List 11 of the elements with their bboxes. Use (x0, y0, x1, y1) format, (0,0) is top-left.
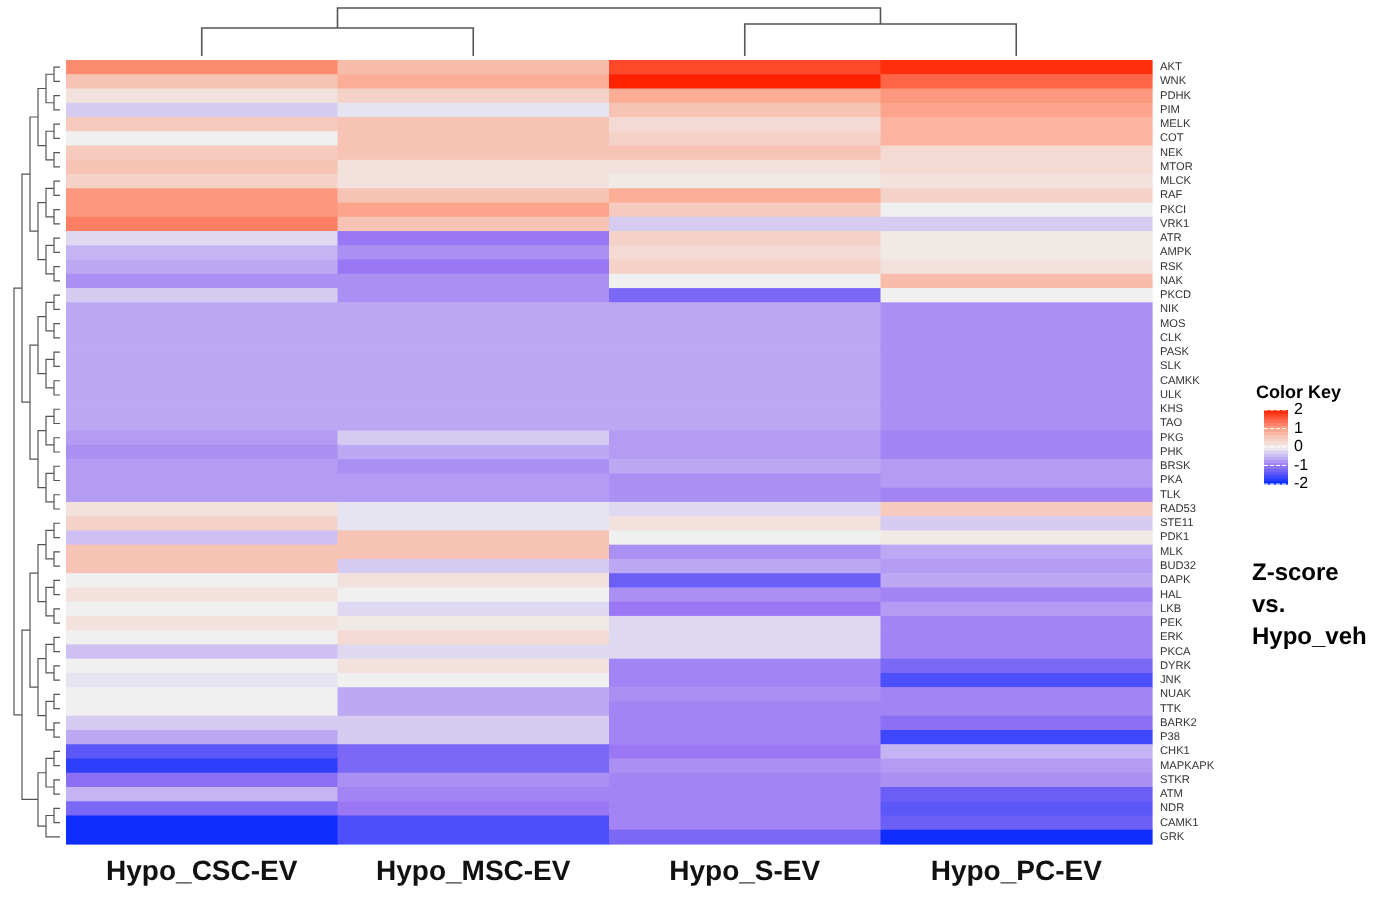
color-bar-label: 2 (1294, 400, 1304, 419)
x-tick-label: Hypo_CSC-EV (106, 854, 299, 886)
x-tick-label: Hypo_S-EV (669, 854, 822, 886)
color-bar-label: -1 (1294, 455, 1310, 474)
text: Z-score vs. Hypo_veh (1252, 558, 1367, 650)
x-tick-label: Hypo_PC-EV (930, 854, 1104, 886)
color-bar-label: 1 (1294, 418, 1304, 437)
color-bar-label: 0 (1294, 437, 1304, 456)
x-tick-label: Hypo_MSC-EV (376, 854, 572, 886)
color-bar-label: -2 (1294, 474, 1310, 493)
color-bar-title: Color Key (1256, 382, 1342, 402)
